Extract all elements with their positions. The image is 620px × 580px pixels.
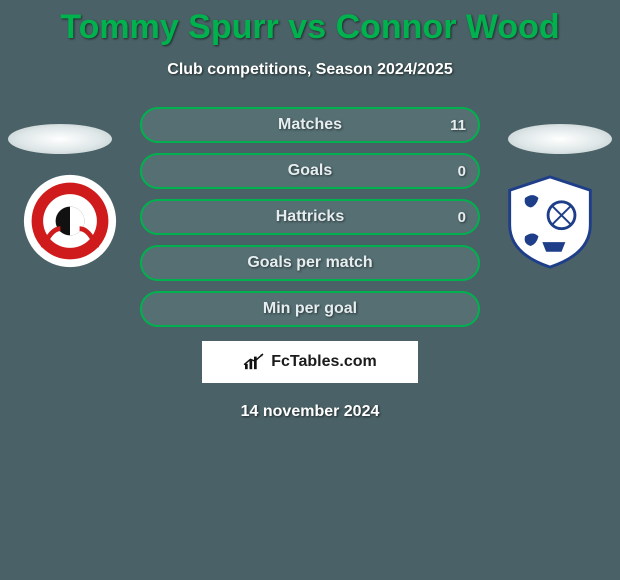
stat-label: Goals: [288, 162, 332, 180]
stat-right-value: 0: [446, 155, 478, 187]
stat-label: Min per goal: [263, 300, 357, 318]
stat-right-value: 0: [446, 201, 478, 233]
stat-row-matches: Matches 11: [140, 107, 480, 143]
comparison-subtitle: Club competitions, Season 2024/2025: [0, 61, 620, 79]
player2-club-crest: [500, 176, 600, 266]
player1-club-crest: [20, 176, 120, 266]
bar-chart-icon: [243, 353, 265, 371]
stat-right-value: [454, 247, 478, 279]
tranmere-crest-icon: [502, 173, 598, 269]
stat-row-goals: Goals 0: [140, 153, 480, 189]
stat-row-goals-per-match: Goals per match: [140, 245, 480, 281]
stat-label: Goals per match: [247, 254, 372, 272]
stat-left-value: [142, 293, 166, 325]
stat-right-value: [454, 293, 478, 325]
stat-row-min-per-goal: Min per goal: [140, 291, 480, 327]
stat-left-value: [142, 109, 166, 141]
player2-oval: [508, 124, 612, 154]
stat-label: Matches: [278, 116, 342, 134]
attribution-text: FcTables.com: [271, 353, 377, 371]
stat-label: Hattricks: [276, 208, 344, 226]
fleetwood-crest-icon: [22, 173, 118, 269]
stat-row-hattricks: Hattricks 0: [140, 199, 480, 235]
comparison-date: 14 november 2024: [0, 403, 620, 421]
stat-left-value: [142, 201, 166, 233]
attribution-badge: FcTables.com: [202, 341, 418, 383]
stat-left-value: [142, 247, 166, 279]
stat-left-value: [142, 155, 166, 187]
comparison-title: Tommy Spurr vs Connor Wood: [0, 0, 620, 47]
player1-oval: [8, 124, 112, 154]
stat-right-value: 11: [438, 109, 478, 141]
